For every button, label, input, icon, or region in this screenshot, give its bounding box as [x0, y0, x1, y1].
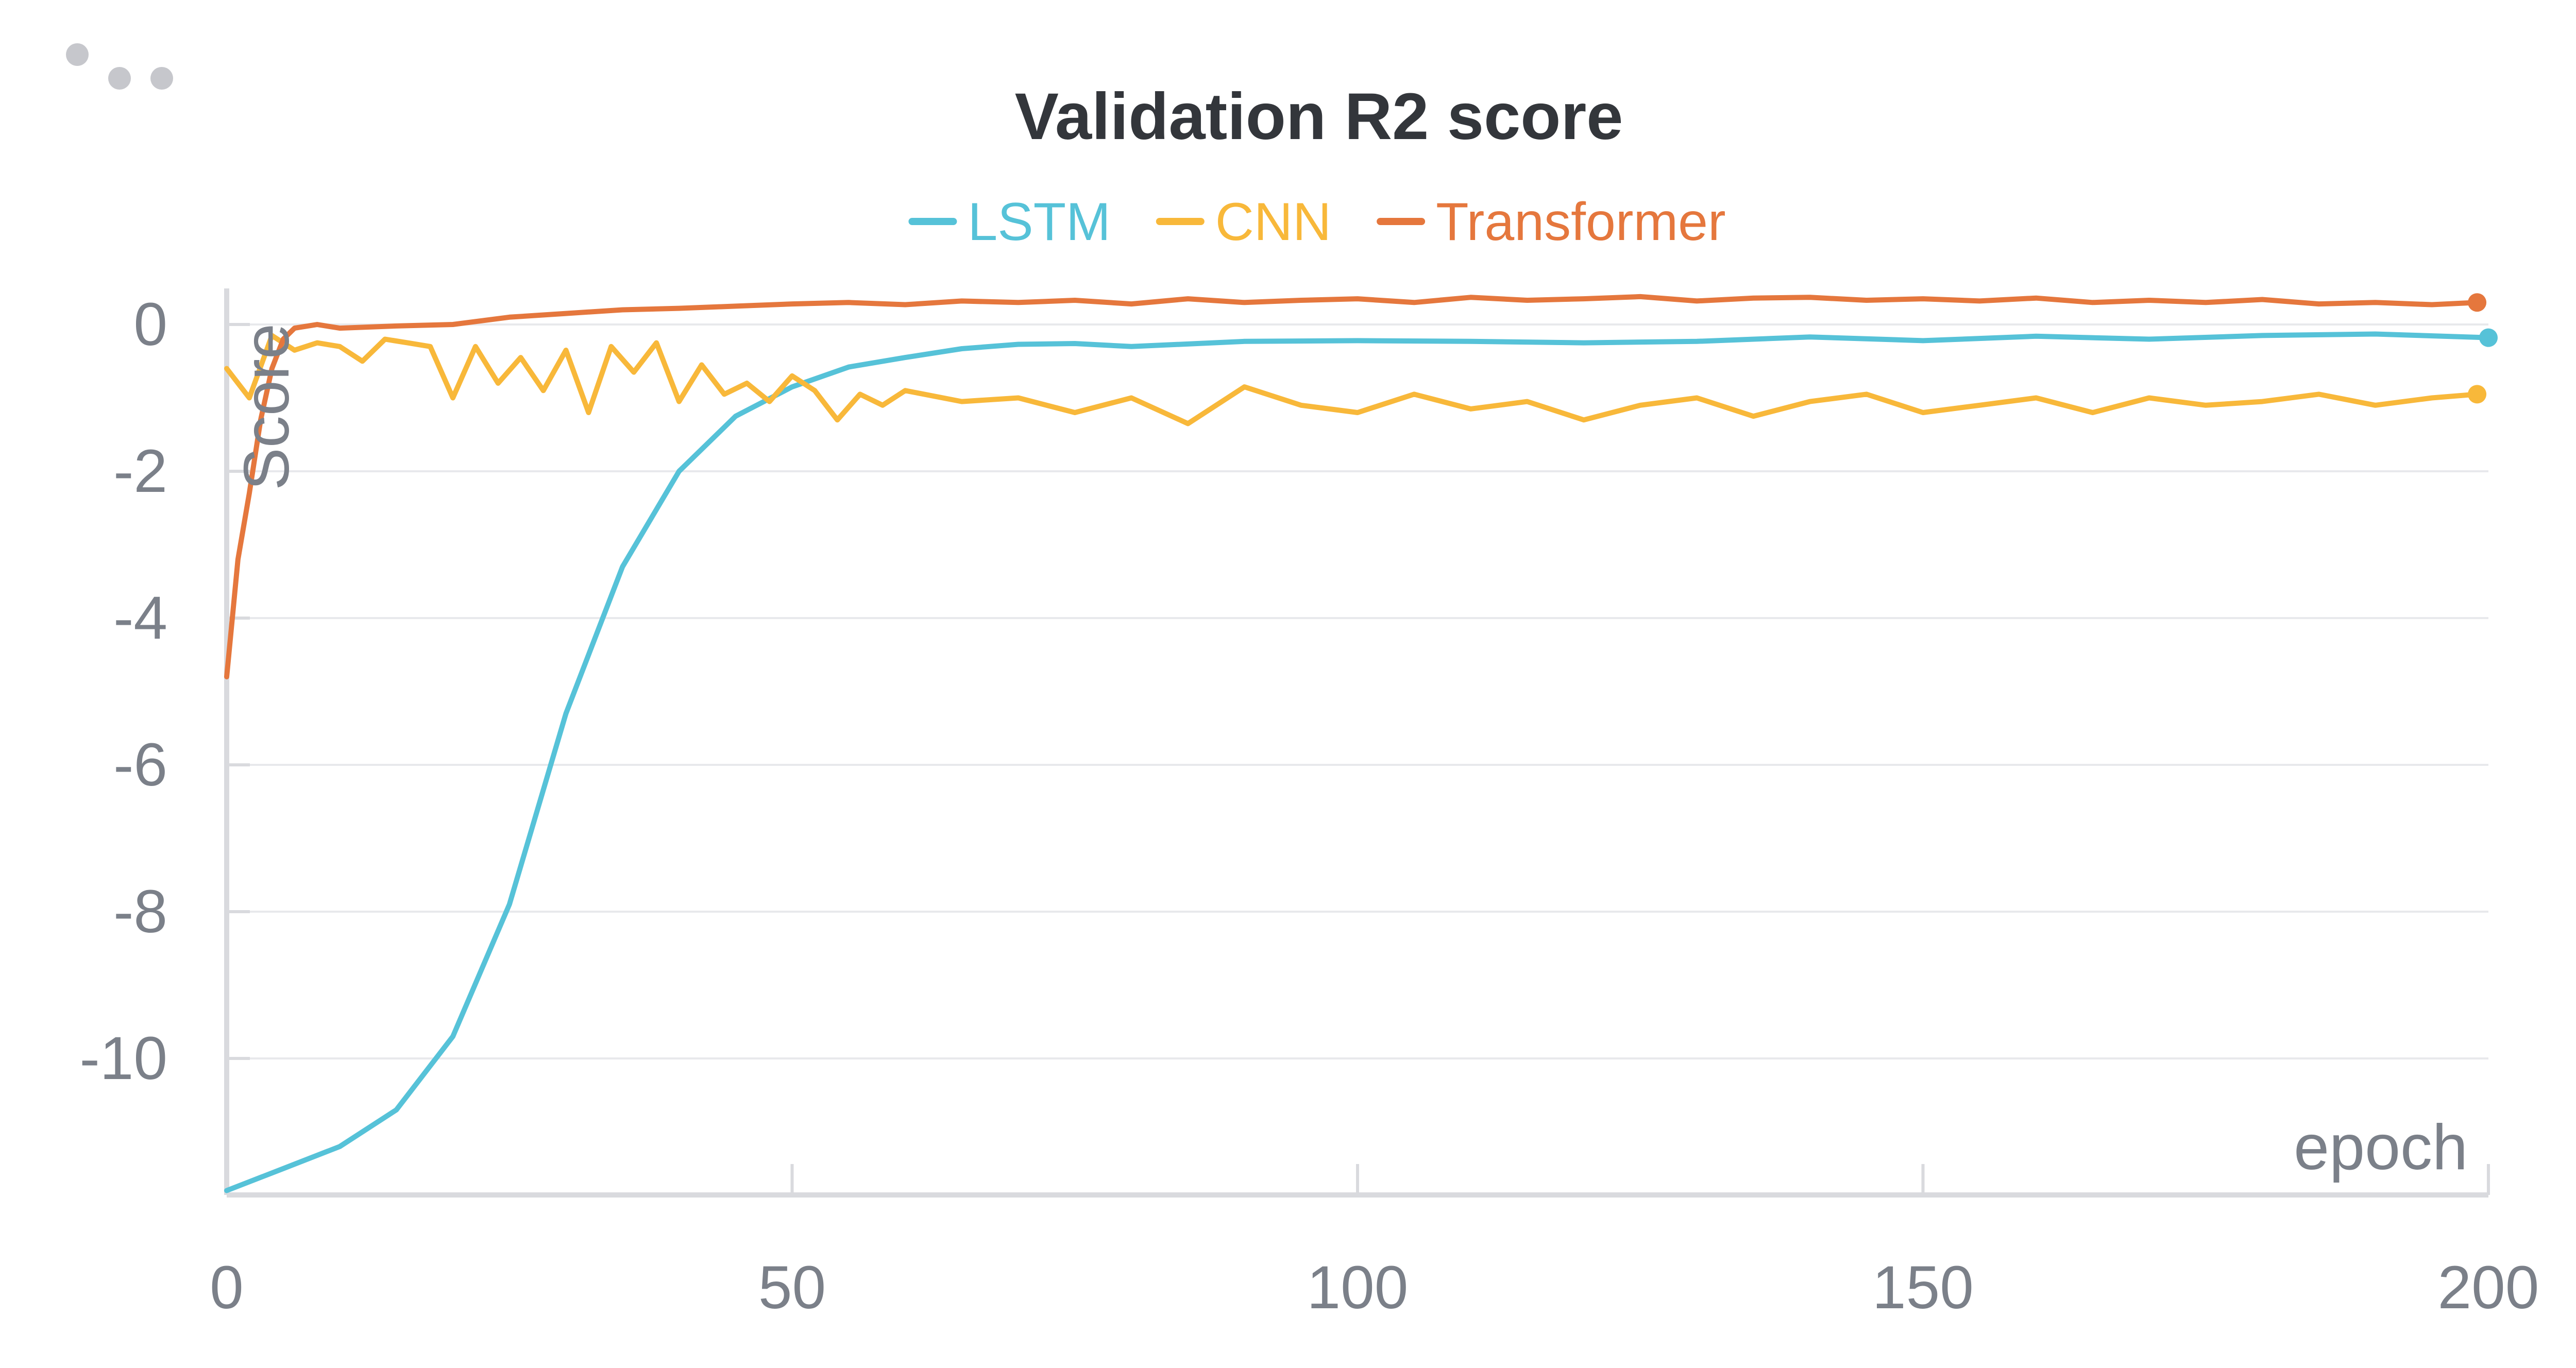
x-tick-label: 200 [2438, 1254, 2539, 1322]
chart-title: Validation R2 score [1015, 80, 1623, 153]
y-tick-label: -10 [79, 1024, 167, 1092]
x-tick-label: 100 [1307, 1254, 1409, 1322]
series-end-point-cnn [2468, 385, 2487, 404]
legend-label: Transformer [1436, 192, 1725, 252]
legend-label: LSTM [968, 192, 1110, 252]
more-dots-icon[interactable] [66, 43, 173, 90]
series-layer [224, 293, 2498, 1193]
x-tick-label: 0 [210, 1254, 244, 1322]
y-tick-label: -6 [113, 731, 167, 799]
y-tick-label: -8 [113, 878, 167, 946]
legend-item-cnn[interactable]: CNN [1156, 192, 1331, 252]
x-tick-label: 50 [758, 1254, 826, 1322]
series-line-transformer [224, 294, 2480, 679]
x-axis-ticks: 0 50 100 150 200 [210, 1164, 2539, 1322]
legend: LSTM CNN Transformer [908, 192, 1726, 252]
legend-label: CNN [1215, 192, 1331, 252]
y-tick-label: -4 [113, 584, 167, 652]
y-axis-ticks: 0 -2 -4 -6 -8 -10 [79, 290, 250, 1092]
x-tick-label: 150 [1872, 1254, 1974, 1322]
legend-item-transformer[interactable]: Transformer [1377, 192, 1726, 252]
series-end-point-lstm [2479, 328, 2498, 347]
series-line-lstm [224, 331, 2491, 1193]
grid-lines [227, 323, 2488, 1059]
x-axis-label: epoch [2294, 1112, 2468, 1183]
series-line-cnn [224, 333, 2480, 426]
y-tick-label: -2 [113, 437, 167, 505]
y-tick-label: 0 [133, 290, 167, 358]
y-axis-label: Score [231, 323, 302, 490]
legend-item-lstm[interactable]: LSTM [908, 192, 1111, 252]
series-end-point-transformer [2468, 293, 2487, 312]
